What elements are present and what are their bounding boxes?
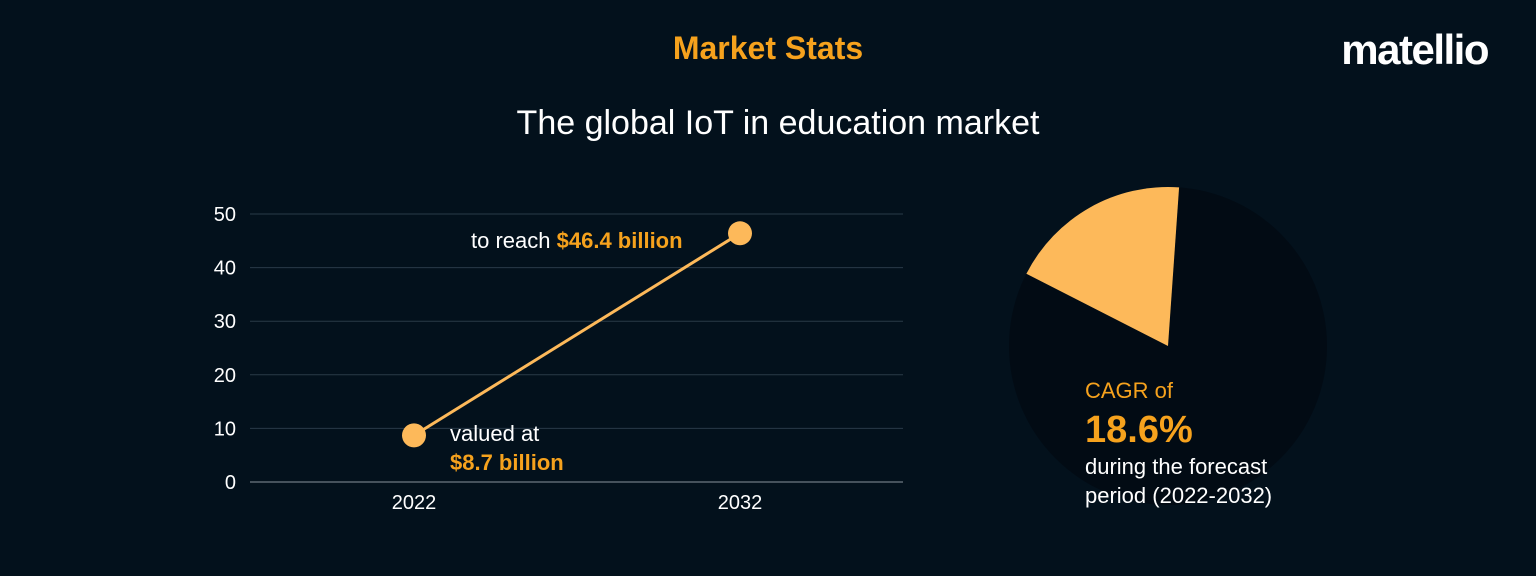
section-heading: Market Stats bbox=[672, 30, 864, 66]
cagr-value: 18.6% bbox=[1085, 409, 1193, 451]
y-tick-label: 40 bbox=[214, 258, 236, 280]
y-axis-ticks: 0 10 20 30 40 50 bbox=[214, 204, 236, 494]
cagr-label: CAGR of 18.6% during the forecast period… bbox=[1085, 378, 1272, 510]
x-tick-label: 2032 bbox=[718, 492, 763, 514]
y-tick-label: 0 bbox=[225, 472, 236, 494]
y-tick-label: 20 bbox=[214, 365, 236, 387]
line-series bbox=[402, 221, 752, 448]
x-tick-label: 2022 bbox=[392, 492, 437, 514]
cagr-pie bbox=[1009, 187, 1327, 505]
annotation-2032-value: $46.4 billion bbox=[556, 228, 683, 253]
annotation-2022-prefix: valued at bbox=[450, 421, 540, 446]
annotation-2032: to reach $46.4 billion bbox=[471, 226, 683, 255]
data-point-2032 bbox=[728, 221, 752, 246]
y-tick-label: 30 bbox=[214, 311, 236, 333]
gridlines bbox=[250, 213, 903, 483]
cagr-label-top: CAGR of bbox=[1085, 378, 1174, 403]
cagr-label-bottom-2: period (2022-2032) bbox=[1085, 483, 1273, 508]
annotation-2022: valued at $8.7 billion bbox=[450, 419, 564, 477]
pie-slice-cagr bbox=[1026, 187, 1180, 346]
y-tick-label: 10 bbox=[214, 418, 236, 440]
annotation-2022-value: $8.7 billion bbox=[450, 450, 564, 475]
y-tick-label: 50 bbox=[214, 204, 236, 226]
series-line bbox=[413, 232, 741, 437]
brand-logo: matellio bbox=[1341, 26, 1489, 73]
x-axis-ticks: 2022 2032 bbox=[392, 492, 763, 514]
chart-subtitle: The global IoT in education market bbox=[516, 104, 1040, 142]
annotation-2032-prefix: to reach bbox=[471, 228, 551, 253]
cagr-label-bottom-1: during the forecast bbox=[1085, 454, 1268, 479]
data-point-2022 bbox=[402, 423, 426, 448]
